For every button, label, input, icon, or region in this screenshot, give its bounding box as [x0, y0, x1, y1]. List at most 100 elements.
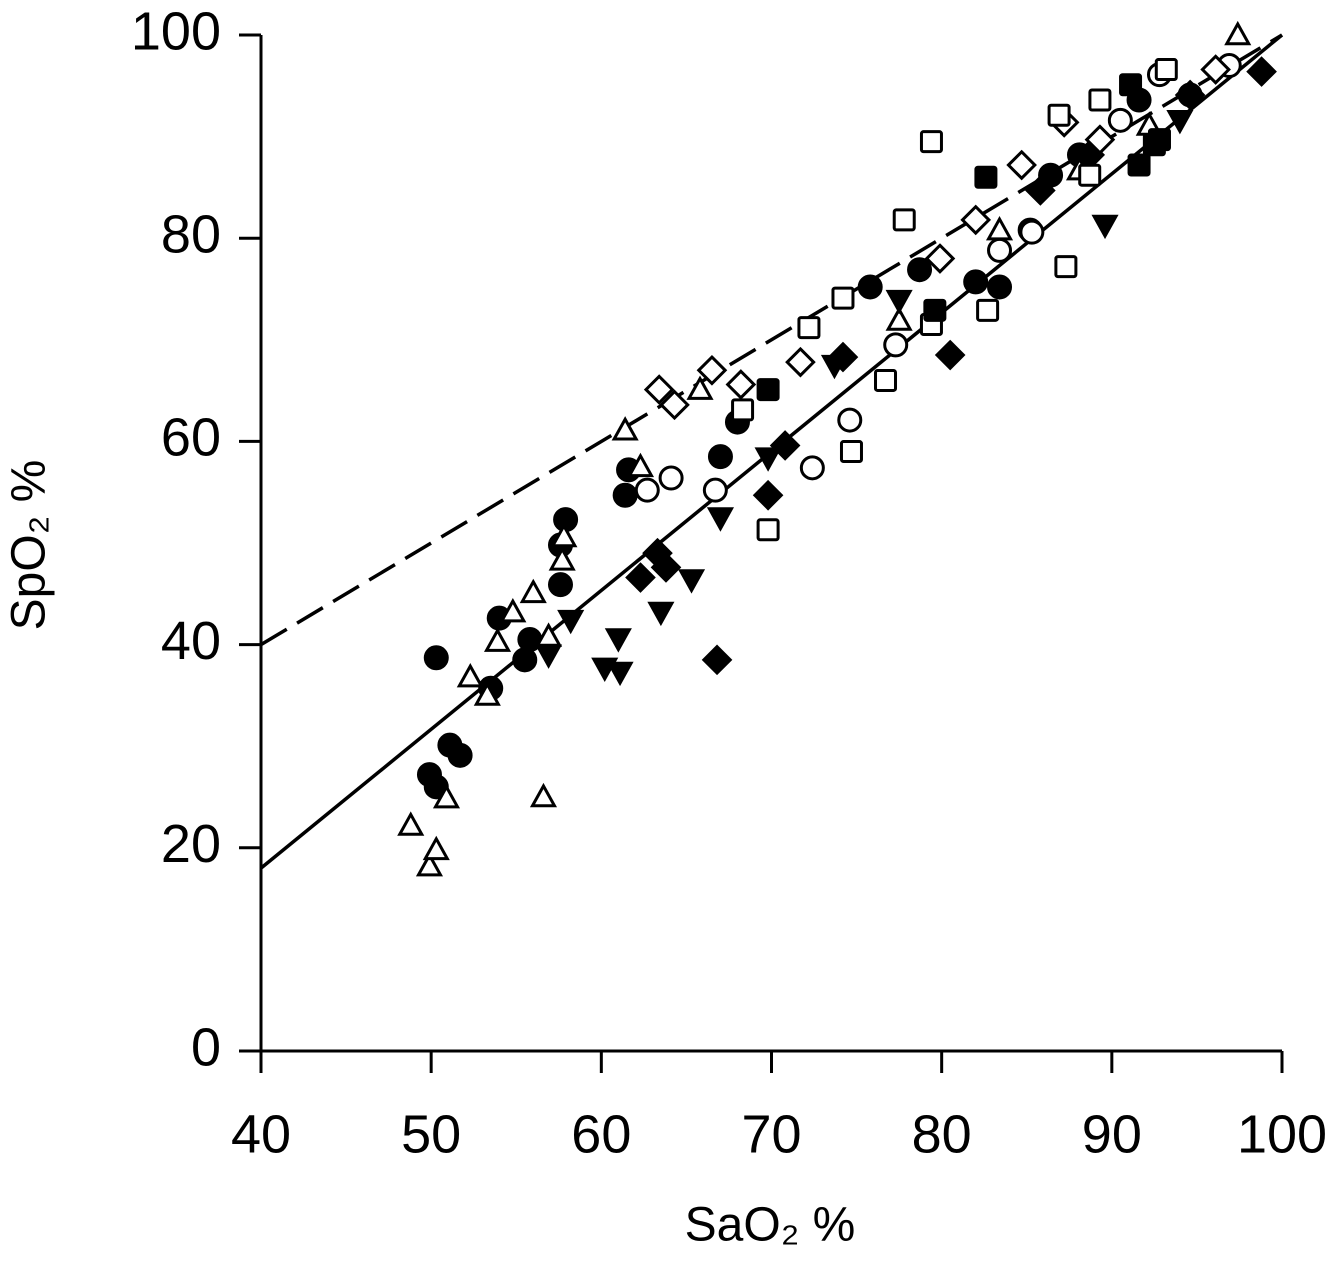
- point: [650, 552, 682, 583]
- point: [606, 661, 634, 687]
- point: [701, 644, 733, 676]
- point: [831, 286, 855, 310]
- point: [422, 835, 450, 861]
- point: [1047, 103, 1071, 127]
- point: [432, 783, 461, 809]
- point: [529, 782, 558, 808]
- point: [839, 440, 863, 464]
- point: [857, 274, 883, 300]
- point: [456, 663, 484, 688]
- point: [756, 518, 780, 542]
- point: [725, 369, 757, 400]
- point: [499, 597, 527, 623]
- point: [415, 851, 444, 877]
- point: [535, 644, 563, 669]
- point: [874, 368, 898, 392]
- point: [612, 482, 638, 508]
- point: [696, 354, 728, 386]
- point: [987, 237, 1013, 263]
- point: [963, 269, 989, 295]
- point: [1127, 153, 1151, 177]
- point: [1107, 107, 1133, 133]
- point: [423, 645, 449, 671]
- point: [837, 407, 863, 433]
- point: [1154, 58, 1178, 82]
- point: [1006, 149, 1037, 181]
- point: [797, 316, 821, 340]
- point: [1166, 110, 1194, 135]
- point: [557, 609, 585, 635]
- point: [1019, 219, 1045, 245]
- point: [756, 378, 780, 402]
- point: [1054, 255, 1078, 279]
- point: [731, 398, 755, 422]
- point: [976, 298, 1000, 322]
- point: [483, 627, 512, 652]
- point: [611, 416, 639, 441]
- y-tick-label: 80: [161, 204, 221, 264]
- point: [547, 572, 573, 598]
- point: [883, 332, 909, 358]
- point: [647, 601, 675, 627]
- point: [985, 215, 1014, 241]
- point: [1091, 214, 1119, 240]
- point: [907, 257, 933, 283]
- point: [987, 274, 1013, 300]
- point: [1078, 163, 1102, 187]
- point: [519, 578, 547, 604]
- point: [923, 298, 947, 322]
- point: [752, 479, 784, 511]
- y-tick-label: 60: [161, 408, 221, 468]
- point: [473, 681, 501, 706]
- point: [397, 811, 425, 836]
- point: [643, 374, 675, 405]
- point: [1200, 54, 1231, 85]
- point: [960, 204, 992, 236]
- point: [626, 452, 655, 478]
- point: [658, 465, 684, 491]
- point: [1147, 128, 1171, 152]
- x-tick-label: 50: [401, 1104, 461, 1164]
- point: [785, 346, 816, 378]
- point: [885, 289, 913, 315]
- point: [512, 647, 538, 673]
- point: [934, 339, 966, 371]
- point: [827, 341, 859, 373]
- point: [892, 208, 916, 232]
- point: [686, 375, 714, 400]
- point: [1084, 124, 1116, 155]
- point: [1174, 79, 1206, 111]
- y-axis-title: SpO₂ %: [3, 460, 56, 631]
- y-tick-label: 100: [131, 1, 221, 61]
- point: [754, 447, 782, 472]
- point: [625, 562, 656, 593]
- x-axis-title: SaO₂ %: [685, 1199, 856, 1252]
- point: [604, 628, 632, 653]
- x-tick-label: 80: [912, 1104, 972, 1164]
- y-tick-label: 40: [161, 611, 221, 671]
- point: [769, 430, 801, 461]
- point: [634, 477, 660, 503]
- point: [924, 243, 956, 274]
- x-tick-label: 70: [741, 1104, 801, 1164]
- point: [1119, 73, 1143, 97]
- y-tick-label: 0: [191, 1017, 221, 1077]
- point: [799, 455, 825, 481]
- x-tick-label: 100: [1237, 1104, 1327, 1164]
- point: [1246, 56, 1277, 87]
- point: [550, 522, 578, 548]
- x-tick-label: 90: [1082, 1104, 1142, 1164]
- point: [707, 444, 733, 470]
- point: [919, 130, 943, 154]
- point: [659, 389, 690, 421]
- y-tick-label: 20: [161, 814, 221, 874]
- point: [1224, 20, 1252, 46]
- point: [885, 306, 913, 331]
- point: [677, 569, 706, 594]
- point: [974, 165, 998, 189]
- point: [548, 546, 576, 571]
- point: [1088, 88, 1112, 112]
- x-tick-label: 60: [571, 1104, 631, 1164]
- x-tick-label: 40: [231, 1104, 291, 1164]
